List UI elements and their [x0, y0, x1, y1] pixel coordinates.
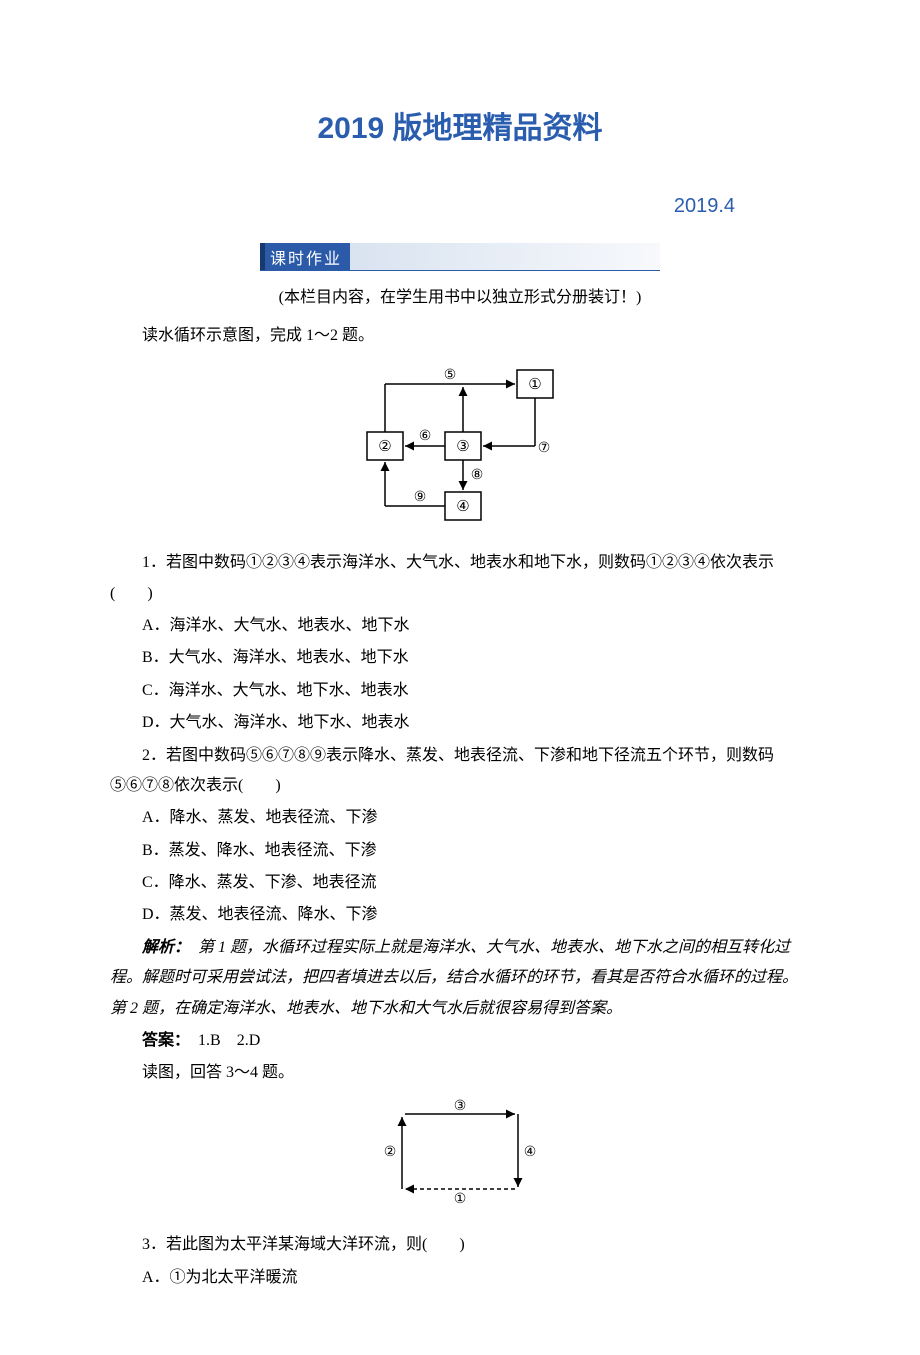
svg-text:①: ①	[528, 377, 541, 393]
diagram-1: ① ② ③ ④ ⑤ ⑥ ⑦ ⑧ ⑨	[110, 362, 810, 538]
svg-text:①: ①	[454, 1192, 467, 1207]
svg-text:②: ②	[384, 1145, 397, 1160]
answer-text: 1.B 2.D	[182, 1032, 260, 1049]
q1-option-a: A．海洋水、大气水、地表水、地下水	[110, 611, 810, 641]
q2-option-a: A．降水、蒸发、地表径流、下渗	[110, 803, 810, 833]
answer-label: 答案：	[142, 1032, 182, 1049]
analysis-1: 解析： 第 1 题，水循环过程实际上就是海洋水、大气水、地表水、地下水之间的相互…	[110, 933, 810, 1024]
svg-text:⑥: ⑥	[419, 429, 432, 444]
q1-option-c: C．海洋水、大气水、地下水、地表水	[110, 676, 810, 706]
svg-text:⑧: ⑧	[471, 468, 484, 483]
note-line: (本栏目内容，在学生用书中以独立形式分册装订！)	[110, 283, 810, 313]
q2-stem: 2．若图中数码⑤⑥⑦⑧⑨表示降水、蒸发、地表径流、下渗和地下径流五个环节，则数码…	[110, 741, 810, 802]
ocean-circulation-diagram: ③ ① ② ④	[360, 1099, 560, 1209]
q2-option-b: B．蒸发、降水、地表径流、下渗	[110, 836, 810, 866]
svg-text:⑤: ⑤	[444, 368, 457, 383]
main-title: 2019 版地理精品资料	[110, 100, 810, 157]
q1-option-d: D．大气水、海洋水、地下水、地表水	[110, 708, 810, 738]
diagram-2: ③ ① ② ④	[110, 1099, 810, 1220]
section-banner: 课时作业	[260, 243, 660, 271]
svg-text:③: ③	[456, 439, 469, 455]
q1-option-b: B．大气水、海洋水、地表水、地下水	[110, 643, 810, 673]
water-cycle-diagram: ① ② ③ ④ ⑤ ⑥ ⑦ ⑧ ⑨	[345, 362, 575, 527]
svg-text:⑦: ⑦	[538, 441, 551, 456]
intro-1: 读水循环示意图，完成 1～2 题。	[110, 321, 810, 351]
q3-stem: 3．若此图为太平洋某海域大洋环流，则( )	[110, 1230, 810, 1260]
svg-text:③: ③	[454, 1099, 467, 1114]
q2-option-d: D．蒸发、地表径流、降水、下渗	[110, 900, 810, 930]
svg-text:⑨: ⑨	[414, 490, 427, 505]
q3-option-a: A．①为北太平洋暖流	[110, 1263, 810, 1293]
q1-stem: 1．若图中数码①②③④表示海洋水、大气水、地表水和地下水，则数码①②③④依次表示…	[110, 548, 810, 609]
answer-1: 答案： 1.B 2.D	[110, 1026, 810, 1056]
svg-text:④: ④	[456, 499, 469, 515]
title-date: 2019.4	[110, 187, 810, 225]
svg-text:②: ②	[378, 439, 391, 455]
analysis-text: 第 1 题，水循环过程实际上就是海洋水、大气水、地表水、地下水之间的相互转化过程…	[110, 939, 798, 1017]
section-banner-text: 课时作业	[270, 245, 342, 275]
q2-option-c: C．降水、蒸发、下渗、地表径流	[110, 868, 810, 898]
analysis-label: 解析：	[142, 939, 182, 956]
svg-text:④: ④	[524, 1145, 537, 1160]
intro-2: 读图，回答 3～4 题。	[110, 1058, 810, 1088]
